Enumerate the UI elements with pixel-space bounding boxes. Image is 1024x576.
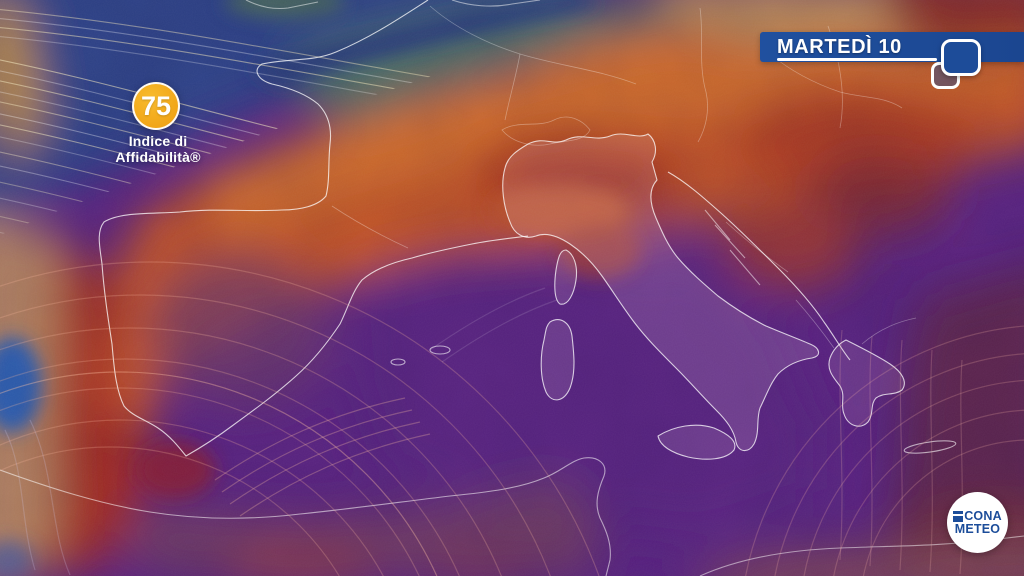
reliability-value: 75 [140, 90, 172, 121]
date-banner-label: MARTEDÌ 10 [777, 36, 902, 58]
iconameteo-logo: CONA METEO [947, 492, 1008, 553]
calendar-squares-icon [941, 39, 981, 76]
reliability-label-line2: Affidabilità® [115, 149, 201, 165]
date-banner-underline [777, 58, 937, 61]
reliability-label-line1: Indice di [128, 133, 188, 149]
reliability-label: Indice di Affidabilità® [68, 133, 248, 165]
logo-line1: CONA [964, 508, 1002, 523]
logo-i-block-icon [953, 510, 964, 522]
logo-line2: METEO [954, 521, 1001, 536]
reliability-badge: 75 [132, 82, 180, 130]
